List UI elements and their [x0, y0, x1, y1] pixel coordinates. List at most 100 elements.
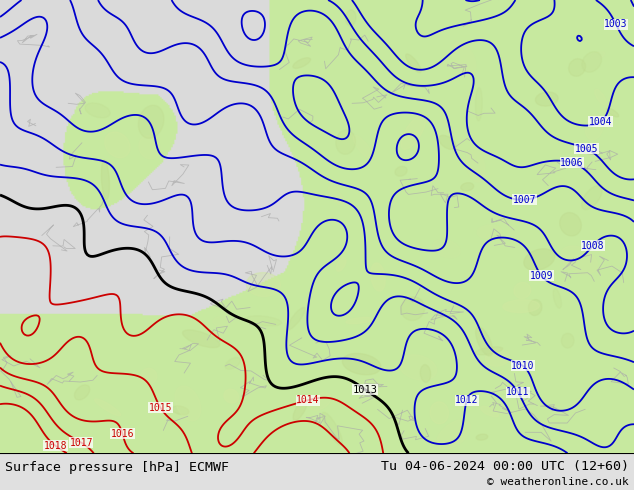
Ellipse shape — [141, 368, 157, 384]
Ellipse shape — [476, 434, 488, 440]
Point — [0, 449, 5, 457]
Ellipse shape — [439, 135, 456, 149]
Ellipse shape — [172, 406, 189, 415]
Point — [0, 449, 5, 457]
Text: 1015: 1015 — [149, 403, 172, 413]
Ellipse shape — [581, 186, 602, 210]
Ellipse shape — [528, 299, 542, 316]
Text: 1009: 1009 — [530, 271, 553, 281]
Text: 1007: 1007 — [513, 195, 536, 205]
Ellipse shape — [591, 52, 605, 59]
Ellipse shape — [451, 42, 476, 76]
Point — [0, 449, 5, 457]
Ellipse shape — [101, 160, 110, 199]
Ellipse shape — [346, 10, 356, 26]
Ellipse shape — [247, 272, 280, 296]
Ellipse shape — [406, 54, 421, 73]
Ellipse shape — [477, 225, 501, 239]
Ellipse shape — [514, 282, 531, 298]
Point — [0, 449, 5, 457]
Text: 1016: 1016 — [110, 429, 134, 439]
Point — [0, 449, 5, 457]
Ellipse shape — [322, 412, 342, 445]
Ellipse shape — [94, 399, 120, 416]
Text: © weatheronline.co.uk: © weatheronline.co.uk — [487, 477, 629, 487]
Ellipse shape — [559, 179, 566, 188]
Ellipse shape — [336, 130, 356, 154]
Ellipse shape — [246, 316, 281, 326]
Ellipse shape — [346, 318, 373, 324]
Ellipse shape — [571, 399, 580, 412]
Ellipse shape — [481, 406, 498, 417]
Ellipse shape — [466, 148, 485, 182]
Ellipse shape — [175, 386, 201, 421]
Ellipse shape — [569, 59, 586, 76]
Ellipse shape — [225, 358, 240, 369]
Text: 1005: 1005 — [574, 144, 598, 154]
Point — [0, 449, 5, 457]
Point — [0, 449, 5, 457]
Ellipse shape — [582, 51, 602, 72]
Text: 1011: 1011 — [507, 387, 530, 397]
Text: 1012: 1012 — [455, 395, 479, 405]
Text: 1010: 1010 — [511, 361, 534, 371]
Point — [0, 449, 5, 457]
Ellipse shape — [486, 349, 510, 366]
Ellipse shape — [328, 187, 345, 206]
Ellipse shape — [461, 183, 474, 191]
Ellipse shape — [475, 347, 503, 355]
Ellipse shape — [476, 327, 493, 356]
Ellipse shape — [395, 166, 407, 176]
Text: 1018: 1018 — [44, 441, 67, 451]
Point — [0, 449, 5, 457]
Point — [0, 449, 5, 457]
Point — [0, 449, 5, 457]
Ellipse shape — [183, 330, 220, 347]
Text: 1003: 1003 — [604, 19, 628, 29]
Ellipse shape — [437, 420, 470, 449]
Ellipse shape — [399, 355, 437, 380]
Text: 1013: 1013 — [353, 385, 378, 395]
Ellipse shape — [430, 402, 448, 424]
Ellipse shape — [606, 108, 619, 117]
Point — [0, 449, 5, 457]
Ellipse shape — [74, 385, 90, 400]
Ellipse shape — [420, 365, 430, 382]
Point — [0, 449, 5, 457]
Ellipse shape — [524, 249, 555, 270]
Ellipse shape — [371, 263, 385, 291]
Point — [0, 449, 5, 457]
Ellipse shape — [213, 317, 230, 326]
Point — [0, 449, 5, 457]
Ellipse shape — [309, 392, 331, 410]
Ellipse shape — [560, 213, 581, 236]
Point — [0, 449, 5, 457]
Ellipse shape — [561, 333, 574, 348]
Text: 1017: 1017 — [70, 438, 93, 448]
Ellipse shape — [585, 115, 603, 140]
Text: 1014: 1014 — [296, 395, 320, 405]
Ellipse shape — [595, 89, 606, 105]
Text: 1006: 1006 — [560, 158, 584, 168]
Ellipse shape — [535, 92, 558, 106]
Ellipse shape — [401, 297, 425, 320]
Ellipse shape — [433, 240, 460, 258]
Ellipse shape — [287, 307, 305, 330]
Ellipse shape — [553, 289, 562, 308]
Ellipse shape — [224, 389, 238, 403]
Ellipse shape — [139, 136, 160, 159]
Text: 1004: 1004 — [589, 117, 612, 127]
Ellipse shape — [561, 246, 597, 274]
Ellipse shape — [85, 103, 110, 118]
Ellipse shape — [138, 105, 164, 138]
Ellipse shape — [105, 132, 130, 158]
Ellipse shape — [401, 115, 425, 149]
Point — [0, 449, 5, 457]
Ellipse shape — [293, 399, 307, 420]
Point — [0, 449, 5, 457]
Point — [0, 449, 5, 457]
Ellipse shape — [503, 300, 540, 313]
Ellipse shape — [336, 258, 346, 271]
Text: 1008: 1008 — [581, 241, 605, 250]
Ellipse shape — [353, 135, 372, 159]
